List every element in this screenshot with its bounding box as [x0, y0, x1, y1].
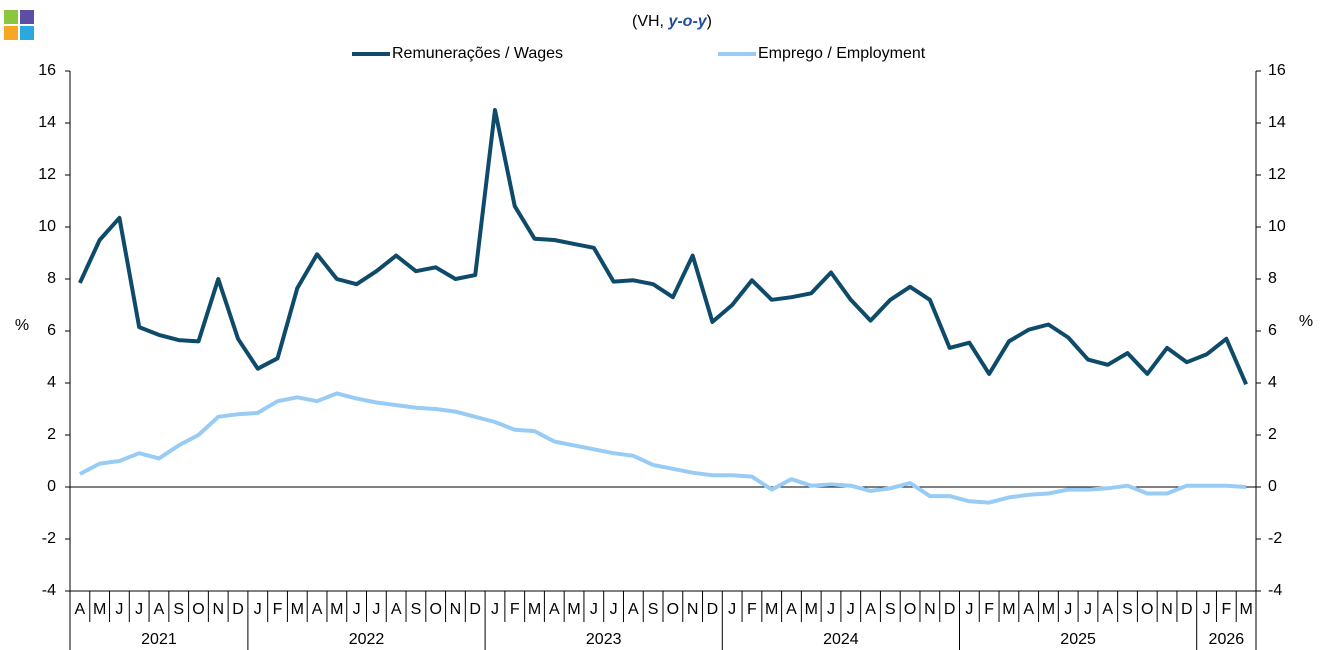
x-tick-label: M — [805, 601, 818, 618]
x-tick-label: F — [510, 601, 520, 618]
x-tick-label: O — [192, 601, 204, 618]
x-tick-label: J — [1203, 601, 1211, 618]
x-tick-label: J — [353, 601, 361, 618]
y-tick-label: 10 — [38, 218, 56, 235]
x-tick-label: J — [1064, 601, 1072, 618]
x-tick-label: F — [1221, 601, 1231, 618]
x-tick-label: A — [786, 601, 797, 618]
x-tick-label: M — [291, 601, 304, 618]
x-group-label: 2023 — [586, 631, 622, 648]
x-tick-label: O — [1141, 601, 1153, 618]
x-tick-label: J — [254, 601, 262, 618]
x-tick-label: J — [728, 601, 736, 618]
x-tick-label: A — [391, 601, 402, 618]
x-tick-label: N — [212, 601, 224, 618]
x-tick-label: A — [1023, 601, 1034, 618]
x-tick-label: N — [687, 601, 699, 618]
x-tick-label: N — [924, 601, 936, 618]
y2-tick-label: 12 — [1268, 166, 1286, 183]
y2-tick-label: 2 — [1268, 426, 1277, 443]
x-tick-label: F — [273, 601, 283, 618]
x-tick-label: S — [1122, 601, 1133, 618]
x-tick-label: S — [885, 601, 896, 618]
x-tick-label: D — [232, 601, 244, 618]
x-tick-label: S — [648, 601, 659, 618]
legend-label: Emprego / Employment — [758, 45, 926, 62]
x-tick-label: M — [765, 601, 778, 618]
x-tick-label: O — [904, 601, 916, 618]
x-tick-label: O — [667, 601, 679, 618]
y2-tick-label: 0 — [1268, 478, 1277, 495]
x-tick-label: M — [330, 601, 343, 618]
x-tick-label: A — [865, 601, 876, 618]
y-tick-label: 12 — [38, 166, 56, 183]
y2-axis-label: % — [1299, 313, 1313, 330]
y2-tick-label: 6 — [1268, 322, 1277, 339]
x-tick-label: A — [312, 601, 323, 618]
x-tick-label: J — [827, 601, 835, 618]
y-tick-label: 8 — [47, 270, 56, 287]
y-tick-label: -2 — [42, 530, 56, 547]
x-group-label: 2026 — [1209, 631, 1245, 648]
x-tick-label: J — [491, 601, 499, 618]
x-tick-label: D — [1181, 601, 1193, 618]
y-tick-label: 14 — [38, 114, 56, 131]
x-tick-label: J — [135, 601, 143, 618]
x-tick-label: J — [1084, 601, 1092, 618]
subtitle: (VH, y-o-y) — [632, 13, 712, 30]
logo — [4, 10, 34, 40]
x-group-label: 2022 — [349, 631, 385, 648]
y-tick-label: 6 — [47, 322, 56, 339]
x-tick-label: J — [115, 601, 123, 618]
x-tick-label: A — [628, 601, 639, 618]
y-axis-label: % — [15, 317, 29, 334]
x-group-label: 2024 — [823, 631, 859, 648]
x-tick-label: N — [1161, 601, 1173, 618]
x-tick-label: A — [154, 601, 165, 618]
x-tick-label: S — [173, 601, 184, 618]
x-tick-label: J — [610, 601, 618, 618]
y-tick-label: 2 — [47, 426, 56, 443]
y-tick-label: 0 — [47, 478, 56, 495]
x-tick-label: A — [549, 601, 560, 618]
legend-label: Remunerações / Wages — [392, 45, 563, 62]
series-line — [78, 108, 1248, 386]
x-tick-label: J — [965, 601, 973, 618]
y2-tick-label: 14 — [1268, 114, 1286, 131]
y-tick-label: 4 — [47, 374, 56, 391]
x-tick-label: F — [747, 601, 757, 618]
x-tick-label: J — [847, 601, 855, 618]
x-group-label: 2025 — [1060, 631, 1096, 648]
x-tick-label: M — [1042, 601, 1055, 618]
y-tick-label: 16 — [38, 62, 56, 79]
x-group-label: 2021 — [141, 631, 177, 648]
x-tick-label: J — [372, 601, 380, 618]
x-tick-label: O — [429, 601, 441, 618]
x-tick-label: M — [528, 601, 541, 618]
y2-tick-label: -4 — [1268, 582, 1282, 599]
y2-tick-label: 16 — [1268, 62, 1286, 79]
y2-tick-label: 8 — [1268, 270, 1277, 287]
y2-tick-label: 10 — [1268, 218, 1286, 235]
y2-tick-label: 4 — [1268, 374, 1277, 391]
y-tick-label: -4 — [42, 582, 56, 599]
x-tick-label: N — [450, 601, 462, 618]
x-tick-label: A — [75, 601, 86, 618]
series-line — [78, 391, 1247, 505]
x-tick-label: A — [1102, 601, 1113, 618]
x-tick-label: M — [1002, 601, 1015, 618]
x-tick-label: M — [1239, 601, 1252, 618]
x-tick-label: J — [590, 601, 598, 618]
x-tick-label: D — [944, 601, 956, 618]
x-tick-label: S — [411, 601, 422, 618]
x-tick-label: D — [469, 601, 481, 618]
x-tick-label: M — [567, 601, 580, 618]
x-tick-label: F — [984, 601, 994, 618]
x-tick-label: M — [93, 601, 106, 618]
y2-tick-label: -2 — [1268, 530, 1282, 547]
x-tick-label: D — [707, 601, 719, 618]
